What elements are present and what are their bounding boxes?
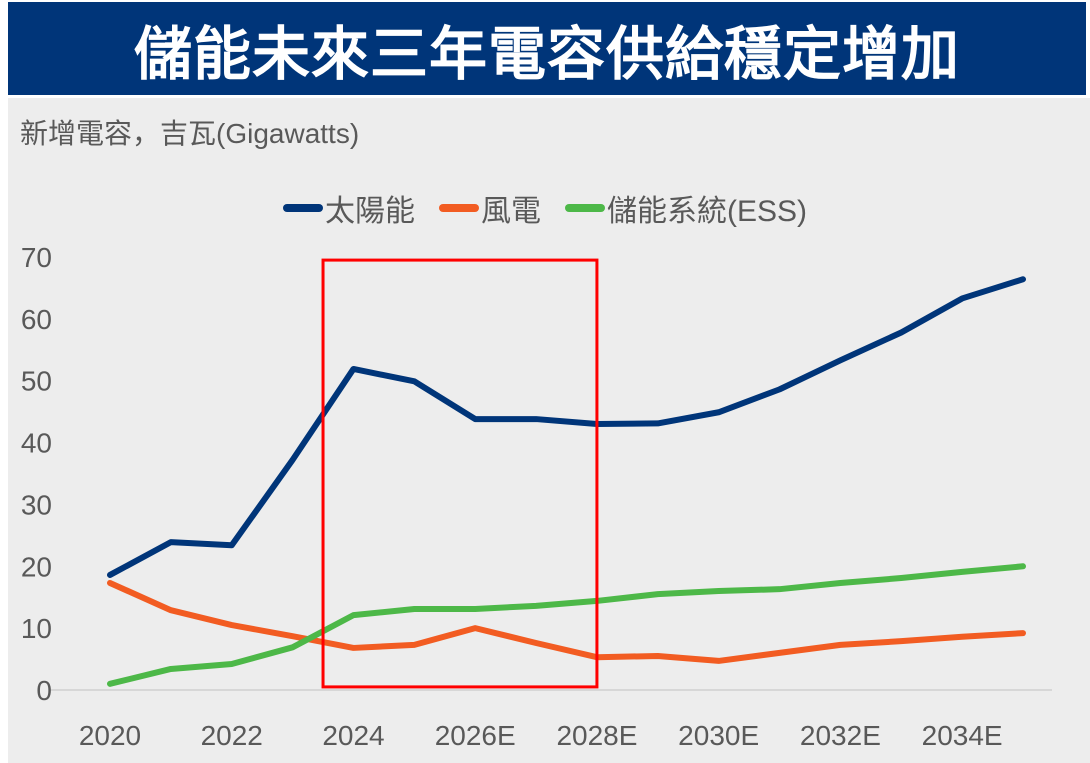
y-tick-label: 10 bbox=[21, 613, 52, 644]
series-line-2 bbox=[107, 563, 1026, 687]
x-tick-label: 2024 bbox=[322, 720, 384, 751]
legend-label: 風電 bbox=[480, 195, 541, 228]
chart-title: 儲能未來三年電容供給穩定增加 bbox=[133, 21, 960, 87]
series-line-1 bbox=[107, 579, 1026, 664]
x-tick-label: 2030E bbox=[678, 720, 759, 751]
x-tick-label: 2020 bbox=[79, 720, 141, 751]
y-tick-label: 40 bbox=[21, 428, 52, 459]
title-bar: 儲能未來三年電容供給穩定增加 bbox=[8, 2, 1086, 95]
legend: 太陽能 風電 儲能系統(ESS) bbox=[0, 186, 1090, 230]
x-tick-label: 2028E bbox=[556, 720, 637, 751]
legend-item-wind: 風電 bbox=[438, 186, 541, 230]
y-tick-label: 0 bbox=[36, 675, 52, 706]
legend-swatch bbox=[438, 204, 479, 212]
x-tick-label: 2034E bbox=[922, 720, 1003, 751]
legend-swatch bbox=[564, 204, 605, 212]
y-tick-label: 60 bbox=[21, 304, 52, 335]
legend-label: 太陽能 bbox=[324, 195, 415, 228]
legend-swatch bbox=[282, 204, 323, 212]
series-line-0 bbox=[107, 276, 1026, 578]
y-tick-label: 50 bbox=[21, 366, 52, 397]
legend-label: 儲能系統(ESS) bbox=[606, 195, 807, 228]
legend-item-solar: 太陽能 bbox=[282, 186, 415, 230]
y-tick-label: 20 bbox=[21, 551, 52, 582]
y-tick-label: 70 bbox=[21, 242, 52, 273]
y-tick-label: 30 bbox=[21, 489, 52, 520]
chart-panel bbox=[8, 98, 1090, 763]
x-tick-label: 2026E bbox=[435, 720, 516, 751]
x-tick-label: 2032E bbox=[800, 720, 881, 751]
y-axis-label: 新增電容，吉瓦(Gigawatts) bbox=[20, 118, 360, 149]
highlight-box bbox=[321, 258, 599, 689]
x-tick-label: 2022 bbox=[201, 720, 263, 751]
legend-item-ess: 儲能系統(ESS) bbox=[564, 186, 807, 230]
